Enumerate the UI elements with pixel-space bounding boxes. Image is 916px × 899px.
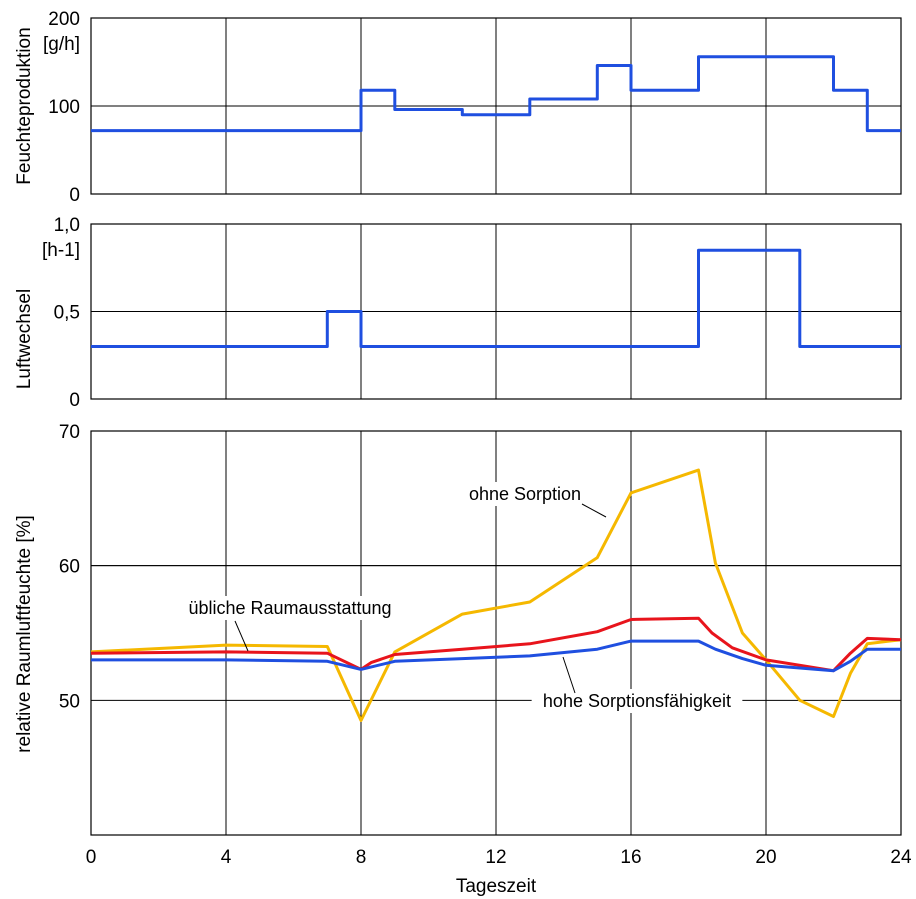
annotation-label: übliche Raumausstattung [188,598,391,618]
x-tick-label: 8 [356,847,367,868]
panel-2: 0 0,5 1,0 [h-1] Luftwechsel [14,215,902,411]
annotation-background [531,689,743,713]
y-axis-label: Feuchteproduktion [14,27,35,184]
plot-frame [90,17,902,195]
annotation-leader-line [581,503,607,518]
series-line-series [91,55,901,133]
plot-frame [90,430,902,836]
y-unit-label: [g/h] [43,34,80,55]
x-tick-label: 0 [86,847,97,868]
y-unit-label: [h-1] [42,240,80,261]
y-axis-label: relative Raumluftfeuchte [%] [14,515,35,753]
y-tick-label: 70 [59,422,80,443]
y-tick-label: 60 [59,557,80,578]
x-tick-label: 4 [221,847,232,868]
panel-1: 0 100 200 [g/h] Feuchteproduktion [14,9,902,206]
annotation-background [464,482,586,506]
annotation-background [184,596,396,620]
x-tick-label: 20 [755,847,776,868]
series-line-ohne-sorption [90,468,902,722]
annotation-label: hohe Sorptionsfähigkeit [543,691,731,711]
y-axis-label: Luftwechsel [14,289,35,389]
y-tick-label: 0 [69,390,80,411]
y-tick-label: 200 [48,9,80,30]
x-axis-label: Tageszeit [456,876,537,897]
x-tick-label: 12 [485,847,506,868]
series-line-hohe-sorptionsfähigkeit [91,639,901,673]
panel-3: 50 60 70 relative Raumluftfeuchte [%] 0 4 8 12 1… [14,422,912,897]
y-tick-label: 0,5 [54,303,80,324]
x-tick-label: 24 [890,847,912,868]
annotation-leader-line [234,620,249,652]
y-tick-label: 50 [59,691,80,712]
series-line-series [91,248,901,348]
y-tick-label: 100 [48,97,80,118]
annotation-leader-line [562,656,576,694]
x-tick-label: 16 [620,847,641,868]
y-tick-label: 1,0 [54,215,80,236]
annotation-label: ohne Sorption [469,484,581,504]
plot-frame [90,223,902,400]
y-tick-label: 0 [69,185,80,206]
